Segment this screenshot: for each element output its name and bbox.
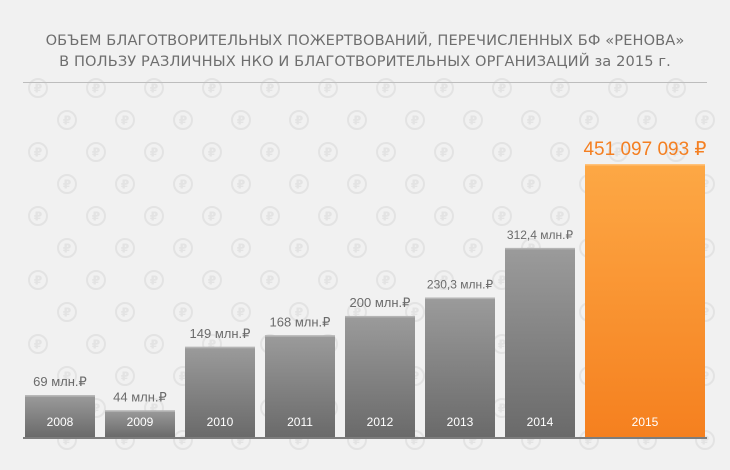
data-label: 149 млн.₽ [190,326,251,341]
bar-highlight-edge [105,410,175,412]
bar-2011 [265,335,335,437]
data-label: 230,3 млн.₽ [427,278,494,292]
chart-title-line-1: ОБЪЕМ БЛАГОТВОРИТЕЛЬНЫХ ПОЖЕРТВОВАНИЙ, П… [45,32,685,49]
x-axis-baseline [23,437,707,439]
bar-2014 [505,247,575,437]
bar-highlight-edge [25,395,95,397]
bar-highlight-edge [585,164,705,166]
x-tick-label: 2015 [632,415,659,429]
bar-2009 [105,410,175,437]
x-tick-label: 2012 [367,415,394,429]
bar-2010 [185,346,255,437]
title-divider [23,82,707,83]
bar-highlight-edge [505,247,575,250]
data-label: 168 млн.₽ [270,314,331,329]
bar-2008 [25,395,95,437]
chart-title-line-2: В ПОЛЬЗУ РАЗЛИЧНЫХ НКО И БЛАГОТВОРИТЕЛЬН… [59,53,671,70]
bar-2015 [585,164,705,437]
x-tick-label: 2013 [447,415,474,429]
bar-highlight-edge [425,297,495,300]
bar-2013 [425,297,495,437]
data-label: 200 млн.₽ [350,295,411,310]
x-tick-label: 2011 [287,415,313,429]
x-tick-label: 2014 [527,415,554,429]
data-label: 451 097 093 ₽ [583,139,706,160]
x-tick-label: 2010 [207,415,234,429]
bar-highlight-edge [345,315,415,318]
data-label: 69 млн.₽ [33,374,87,389]
x-tick-label: 2009 [127,415,154,429]
data-label: 44 млн.₽ [113,389,167,404]
bar-2012 [345,315,415,437]
bar-highlight-edge [265,335,335,337]
data-label: 312,4 млн.₽ [507,228,574,242]
chart-title: ОБЪЕМ БЛАГОТВОРИТЕЛЬНЫХ ПОЖЕРТВОВАНИЙ, П… [10,30,720,72]
x-tick-label: 2008 [47,415,74,429]
bar-highlight-edge [185,346,255,349]
